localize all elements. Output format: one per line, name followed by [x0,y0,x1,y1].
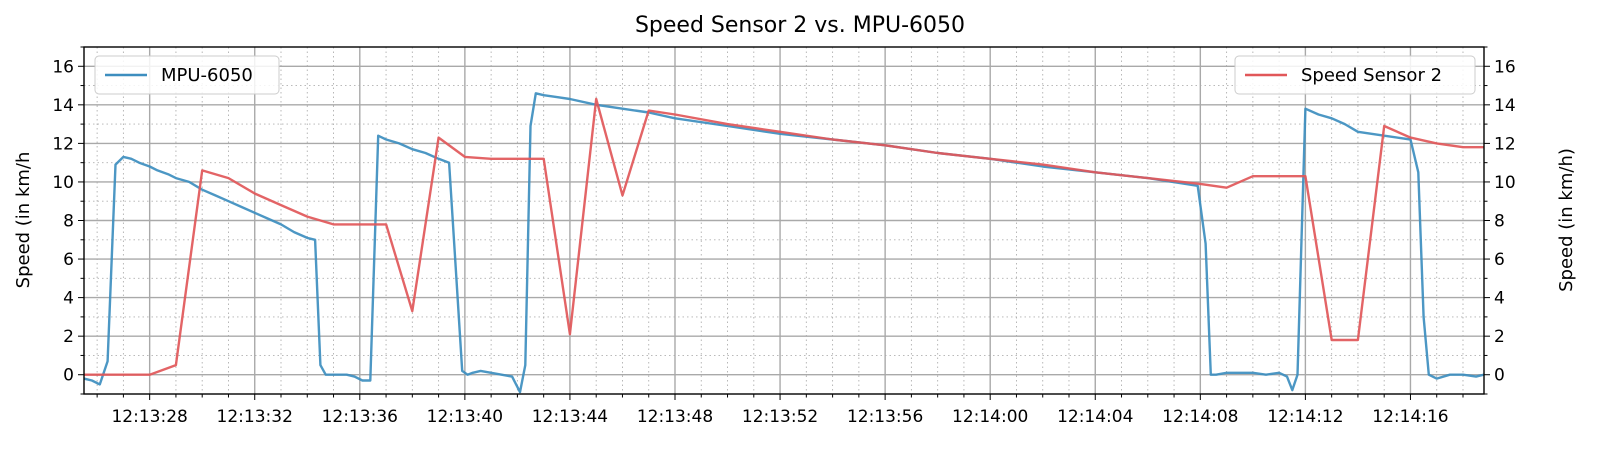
y-tick-label-right: 6 [1494,250,1505,270]
y-tick-label-left: 6 [63,250,74,270]
y-tick-label-right: 8 [1494,212,1505,232]
y-tick-label-right: 16 [1494,57,1516,77]
y-tick-label-left: 14 [52,96,74,116]
y-tick-labels-right: 0 2 4 6 8 10 12 14 16 [1494,57,1516,385]
x-tick-label: 12:13:56 [847,407,923,427]
y-axis-label-left: Speed (in km/h [13,152,34,289]
legend-left-box [94,55,280,95]
y-tick-label-right: 2 [1494,327,1505,347]
x-tick-label: 12:13:28 [111,407,187,427]
x-tick-label: 12:13:52 [742,407,818,427]
x-tick-label: 12:13:40 [427,407,503,427]
x-tick-label: 12:14:12 [1267,407,1343,427]
legend-right: Speed Sensor 2 [1234,55,1476,95]
y-tick-label-left: 8 [63,212,74,232]
x-tick-label: 12:13:48 [637,407,713,427]
x-tick-label: 12:13:44 [532,407,608,427]
x-tick-labels: 12:13:28 12:13:32 12:13:36 12:13:40 12:13:44… [111,407,1448,427]
y-tick-label-left: 4 [63,289,74,309]
y-tick-label-right: 4 [1494,289,1505,309]
legend-left-label: MPU-6050 [161,65,253,86]
x-tick-label: 12:14:04 [1057,407,1133,427]
y-tick-label-left: 12 [52,134,74,154]
y-tick-label-right: 0 [1494,366,1505,386]
y-axis-label-right: Speed (in km/h) [1556,148,1577,292]
x-tick-label: 12:13:36 [322,407,398,427]
y-tick-labels-left: 0 2 4 6 8 10 12 14 16 [52,57,74,385]
legend-left: MPU-6050 [94,55,280,95]
series-layer [84,92,1484,394]
x-tick-label: 12:13:32 [217,407,293,427]
y-tick-label-right: 10 [1494,173,1516,193]
chart-title: Speed Sensor 2 vs. MPU-6050 [635,13,965,38]
series-line-mpu-6050 [84,92,1484,394]
major-grid [84,47,1484,394]
y-tick-label-right: 14 [1494,96,1516,116]
y-tick-label-left: 0 [63,366,74,386]
y-tick-label-left: 10 [52,173,74,193]
x-tick-label: 12:14:16 [1372,407,1448,427]
y-tick-label-right: 12 [1494,134,1516,154]
x-tick-label: 12:14:00 [952,407,1028,427]
y-tick-label-left: 2 [63,327,74,347]
y-tick-label-left: 16 [52,57,74,77]
legend-right-box [1234,55,1476,95]
legend-right-label: Speed Sensor 2 [1301,65,1442,86]
series-line-speed-sensor-2 [84,97,1484,376]
axis-ticks [78,46,1490,400]
x-tick-label: 12:14:08 [1162,407,1238,427]
